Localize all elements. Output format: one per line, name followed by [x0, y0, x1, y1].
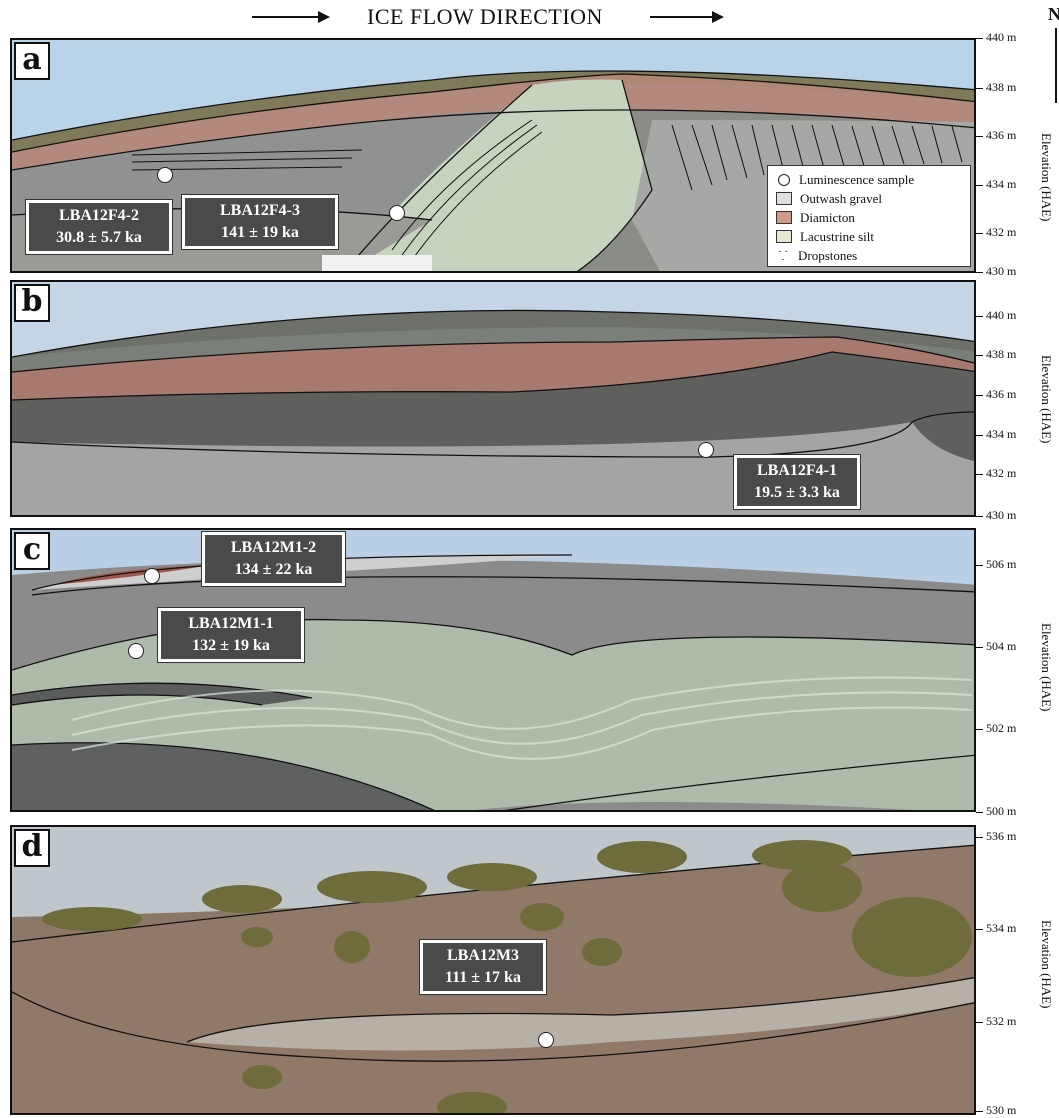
panel-a-label: a	[14, 42, 50, 80]
y-axis-label: Elevation (HAE)	[1039, 355, 1054, 444]
sample-marker	[157, 167, 173, 183]
sample-id: LBA12M1-2	[230, 539, 317, 556]
panel-d: d LBA12M3 111 ± 17 ka	[10, 825, 976, 1115]
legend-item: Luminescence sample	[776, 170, 962, 189]
sample-age: 30.8 ± 5.7 ka	[56, 229, 142, 246]
silt-swatch	[776, 230, 792, 243]
panel-b-label: b	[14, 284, 50, 322]
panel-c: c LBA12M1-2 134 ± 22 ka LBA12M1-1 132 ± …	[10, 528, 976, 812]
sample-marker	[144, 568, 160, 584]
north-arrow-icon	[1055, 28, 1057, 103]
left-arrow-icon	[252, 11, 330, 23]
sample-marker	[128, 643, 144, 659]
sample-age: 141 ± 19 ka	[221, 224, 299, 241]
panel-b: b LBA12F4-1 19.5 ± 3.3 ka	[10, 280, 976, 517]
sample-id: LBA12F4-2	[59, 207, 139, 224]
sample-callout: LBA12F4-2 30.8 ± 5.7 ka	[26, 200, 172, 254]
right-arrow-icon	[650, 11, 724, 23]
sample-id: LBA12M1-1	[188, 615, 274, 632]
panel-a-axis: 440 m 438 m 436 m 434 m 432 m 430 m Elev…	[976, 30, 1059, 278]
legend-item: Diamicton	[776, 208, 962, 227]
sample-age: 132 ± 19 ka	[192, 637, 270, 654]
panel-d-label: d	[14, 829, 50, 867]
y-axis-label: Elevation (HAE)	[1039, 920, 1054, 1009]
sample-id: LBA12F4-1	[757, 462, 837, 479]
sample-marker	[698, 442, 714, 458]
circle-icon	[778, 173, 790, 186]
sample-callout: LBA12M3 111 ± 17 ka	[420, 940, 546, 994]
dropstones-icon: · · ·	[777, 245, 789, 266]
sample-callout: LBA12F4-1 19.5 ± 3.3 ka	[734, 455, 860, 509]
sample-age: 19.5 ± 3.3 ka	[754, 484, 840, 501]
y-axis-label: Elevation (HAE)	[1039, 133, 1054, 222]
y-axis-label: Elevation (HAE)	[1039, 623, 1054, 712]
figure-header: ICE FLOW DIRECTION N	[0, 0, 1059, 103]
panel-c-label: c	[14, 532, 50, 570]
sample-age: 111 ± 17 ka	[445, 969, 521, 986]
map-legend: Luminescence sample Outwash gravel Diami…	[767, 165, 971, 267]
ice-flow-title: ICE FLOW DIRECTION	[367, 4, 603, 29]
sample-id: LBA12M3	[447, 947, 519, 964]
sample-callout: LBA12M1-2 134 ± 22 ka	[202, 532, 345, 586]
panel-b-axis: 440 m 438 m 436 m 434 m 432 m 430 m Elev…	[976, 280, 1059, 522]
legend-item: Outwash gravel	[776, 189, 962, 208]
diamicton-swatch	[776, 211, 792, 224]
sample-callout: LBA12F4-3 141 ± 19 ka	[182, 195, 338, 249]
north-label: N	[1048, 4, 1059, 24]
panel-c-photo	[12, 530, 974, 810]
panel-c-axis: 506 m 504 m 502 m 500 m Elevation (HAE)	[976, 528, 1059, 818]
sample-age: 134 ± 22 ka	[234, 561, 313, 578]
panel-a: a LBA12F4-2 30.8 ± 5.7 ka LBA12F4-3 141 …	[10, 38, 976, 273]
sample-id: LBA12F4-3	[220, 202, 300, 219]
sample-marker	[538, 1032, 554, 1048]
gravel-swatch	[776, 192, 792, 205]
sample-callout: LBA12M1-1 132 ± 19 ka	[158, 608, 304, 662]
sample-marker	[389, 205, 405, 221]
panel-d-axis: 536 m 534 m 532 m 530 m Elevation (HAE)	[976, 825, 1059, 1117]
legend-item: Lacustrine silt	[776, 227, 962, 246]
legend-item: · · · Dropstones	[777, 245, 858, 266]
